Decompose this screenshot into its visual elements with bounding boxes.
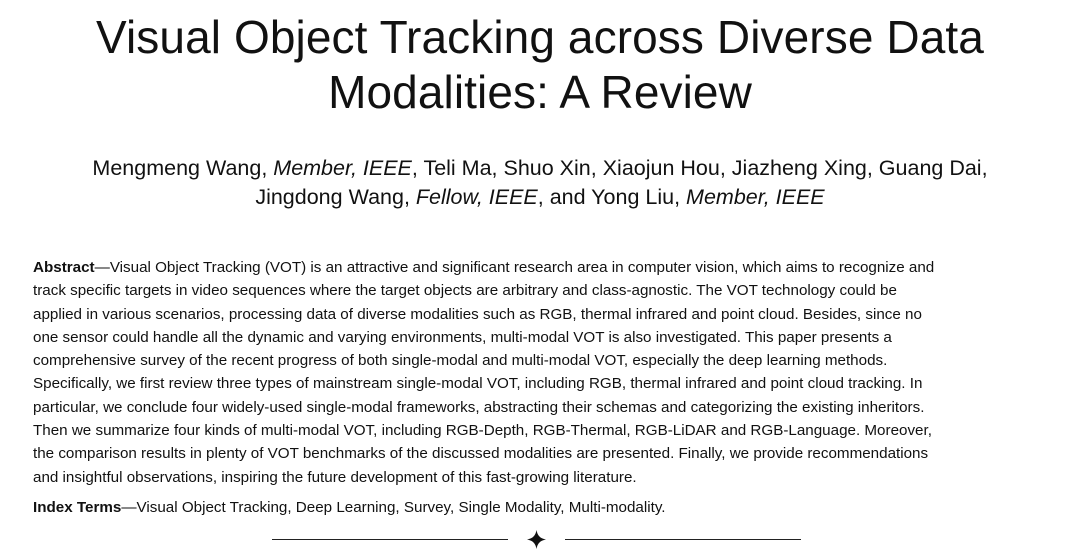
index-terms-label: Index Terms [33, 499, 122, 516]
index-terms: Index Terms—Visual Object Tracking, Deep… [33, 497, 1063, 519]
author-affiliation: Fellow, IEEE [415, 185, 538, 209]
author-segment: , Teli Ma, Shuo Xin, Xiaojun Hou, Jiazhe… [411, 156, 988, 180]
author-segment: Mengmeng Wang, [92, 156, 274, 180]
author-segment: Jingdong Wang, [255, 185, 416, 209]
author-affiliation: Member, IEEE [686, 185, 825, 209]
author-line-2: Jingdong Wang, Fellow, IEEE, and Yong Li… [0, 183, 1080, 212]
abstract-line: one sensor could handle all the dynamic … [33, 328, 892, 346]
abstract-line: applied in various scenarios, processing… [33, 305, 922, 323]
abstract: Abstract—Visual Object Tracking (VOT) is… [33, 256, 1063, 489]
author-segment: , and Yong Liu, [537, 185, 687, 209]
abstract-line: the comparison results in plenty of VOT … [33, 445, 929, 463]
divider-line-right [565, 539, 801, 540]
divider-line-left [272, 539, 508, 540]
index-terms-text: —Visual Object Tracking, Deep Learning, … [121, 499, 666, 516]
abstract-label: Abstract [33, 259, 95, 276]
title-line-1: Visual Object Tracking across Diverse Da… [96, 11, 984, 63]
abstract-line: particular, we conclude four widely-used… [33, 398, 925, 416]
abstract-line: comprehensive survey of the recent progr… [33, 352, 888, 370]
abstract-line: Abstract—Visual Object Tracking (VOT) is… [33, 259, 935, 276]
diamond-icon [527, 530, 546, 549]
author-affiliation: Member, IEEE [273, 156, 412, 180]
abstract-line: and insightful observations, inspiring t… [33, 468, 637, 486]
abstract-line: Specifically, we first review three type… [33, 375, 923, 393]
paper-title: Visual Object Tracking across Diverse Da… [0, 10, 1080, 120]
abstract-line: Then we summarize four kinds of multi-mo… [33, 422, 932, 440]
title-line-2: Modalities: A Review [328, 66, 752, 118]
abstract-line: track specific targets in video sequence… [33, 282, 897, 300]
author-list: Mengmeng Wang, Member, IEEE, Teli Ma, Sh… [0, 154, 1080, 212]
author-line-1: Mengmeng Wang, Member, IEEE, Teli Ma, Sh… [0, 154, 1080, 183]
